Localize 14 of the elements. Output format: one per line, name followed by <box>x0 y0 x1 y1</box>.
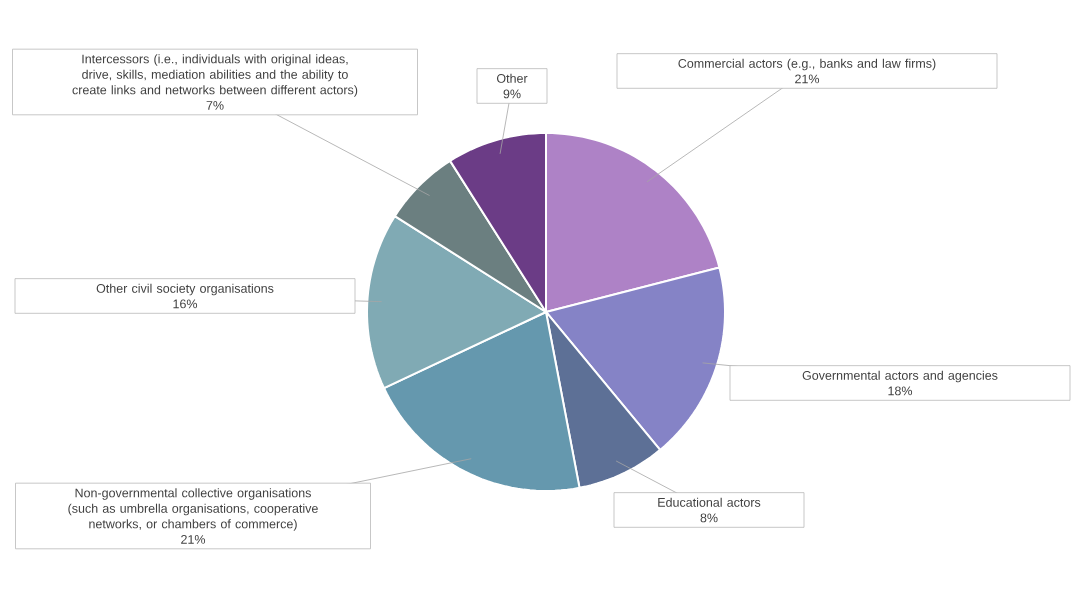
slice-label: Other <box>496 73 528 83</box>
data-label: 18% <box>888 386 913 396</box>
data-label: 16% <box>173 299 198 309</box>
data-label: 8% <box>700 513 718 523</box>
slice-label: Commercial actors (e.g., banks and law firms) <box>678 58 936 71</box>
data-label: 9% <box>503 89 521 99</box>
data-label: 21% <box>181 534 206 544</box>
slice-label: Non-governmental collective organisations (such as umbrella organisations, cooperative networks, or chambers of commerce) <box>68 488 318 531</box>
data-label: 21% <box>795 74 820 84</box>
data-label: 7% <box>206 101 224 110</box>
slice-label: Governmental actors and agencies <box>802 370 998 383</box>
slice-label: Intercessors (i.e., individuals with original ideas, drive, skills, mediation abilities and the ability to create links and networks between different actors) <box>72 54 358 97</box>
slice-label: Other civil society organisations <box>96 283 274 296</box>
slice-label: Educational actors <box>658 497 761 507</box>
